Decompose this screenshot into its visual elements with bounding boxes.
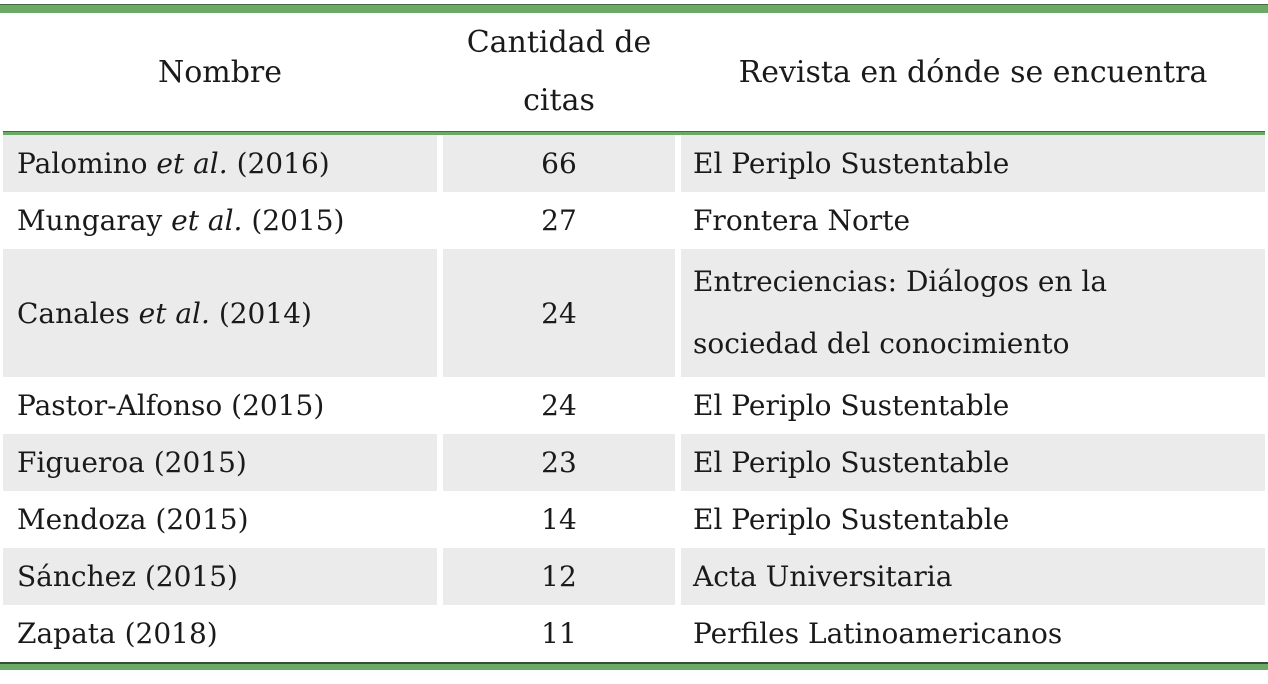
citas-count: 12 bbox=[541, 560, 577, 593]
row-revista-cell: Entreciencias: Diálogos en la sociedad de… bbox=[681, 249, 1265, 377]
revista-line: El Periplo Sustentable bbox=[693, 389, 1010, 422]
row-revista-cell: El Periplo Sustentable bbox=[681, 491, 1265, 548]
column-header-revista-label: Revista en dónde se encuentra bbox=[738, 54, 1208, 90]
row-name-cell: Sánchez (2015) bbox=[3, 548, 437, 605]
citation-year: (2015) bbox=[242, 204, 345, 237]
author-citation: Mungaray et al. (2015) bbox=[17, 204, 344, 237]
row-revista-cell: El Periplo Sustentable bbox=[681, 377, 1265, 434]
row-name-cell: Mendoza (2015) bbox=[3, 491, 437, 548]
citas-count: 24 bbox=[541, 389, 577, 422]
row-name-cell: Palomino et al. (2016) bbox=[3, 135, 437, 192]
row-revista-cell: El Periplo Sustentable bbox=[681, 434, 1265, 491]
author-citation: Pastor-Alfonso (2015) bbox=[17, 389, 324, 422]
row-citas-cell: 14 bbox=[443, 491, 675, 548]
author-name: Pastor-Alfonso (2015) bbox=[17, 389, 325, 422]
revista-line: El Periplo Sustentable bbox=[693, 147, 1010, 180]
row-citas-cell: 12 bbox=[443, 548, 675, 605]
row-revista-cell: Frontera Norte bbox=[681, 192, 1265, 249]
row-name-cell: Canales et al. (2014) bbox=[3, 249, 437, 377]
author-citation: Sánchez (2015) bbox=[17, 560, 238, 593]
author-name: Palomino bbox=[17, 147, 157, 180]
author-citation: Zapata (2018) bbox=[17, 617, 218, 650]
row-citas-cell: 24 bbox=[443, 249, 675, 377]
revista-line: Entreciencias: Diálogos en la bbox=[693, 265, 1108, 298]
row-revista-cell: Perfiles Latinoamericanos bbox=[681, 605, 1265, 662]
author-citation: Mendoza (2015) bbox=[17, 503, 249, 536]
author-name: Canales bbox=[17, 296, 139, 330]
row-revista-cell: Acta Universitaria bbox=[681, 548, 1265, 605]
revista-line: sociedad del conocimiento bbox=[693, 327, 1070, 360]
author-name: Zapata (2018) bbox=[17, 617, 218, 650]
author-name: Mendoza (2015) bbox=[17, 503, 249, 536]
revista-line: El Periplo Sustentable bbox=[693, 446, 1010, 479]
revista-line: Acta Universitaria bbox=[693, 560, 953, 593]
author-citation: Figueroa (2015) bbox=[17, 446, 247, 479]
citas-count: 27 bbox=[541, 204, 577, 237]
row-citas-cell: 27 bbox=[443, 192, 675, 249]
author-name: Mungaray bbox=[17, 204, 172, 237]
author-name: Figueroa (2015) bbox=[17, 446, 247, 479]
table-grid: Nombre Cantidad de citas Revista en dónd… bbox=[0, 13, 1268, 662]
citas-count: 24 bbox=[541, 296, 577, 330]
row-citas-cell: 11 bbox=[443, 605, 675, 662]
row-citas-cell: 24 bbox=[443, 377, 675, 434]
revista-line: Perfiles Latinoamericanos bbox=[693, 617, 1063, 650]
citas-count: 14 bbox=[541, 503, 577, 536]
row-name-cell: Mungaray et al. (2015) bbox=[3, 192, 437, 249]
row-revista-cell: El Periplo Sustentable bbox=[681, 135, 1265, 192]
column-header-citas: Cantidad de citas bbox=[443, 13, 675, 131]
author-citation: Palomino et al. (2016) bbox=[17, 147, 330, 180]
citations-table: Nombre Cantidad de citas Revista en dónd… bbox=[0, 4, 1268, 670]
row-citas-cell: 23 bbox=[443, 434, 675, 491]
author-name: Sánchez (2015) bbox=[17, 560, 238, 593]
column-header-nombre: Nombre bbox=[3, 13, 437, 131]
revista-line: El Periplo Sustentable bbox=[693, 503, 1010, 536]
column-header-nombre-label: Nombre bbox=[157, 54, 283, 90]
row-citas-cell: 66 bbox=[443, 135, 675, 192]
author-citation: Canales et al. (2014) bbox=[17, 297, 312, 330]
row-name-cell: Zapata (2018) bbox=[3, 605, 437, 662]
header-separator-rule bbox=[3, 131, 1265, 135]
citas-count: 66 bbox=[541, 147, 577, 180]
column-header-citas-line2: citas bbox=[523, 83, 595, 118]
column-header-citas-line1: Cantidad de bbox=[466, 25, 652, 60]
table-bottom-rule bbox=[0, 662, 1268, 670]
citation-year: (2016) bbox=[227, 147, 330, 180]
row-name-cell: Pastor-Alfonso (2015) bbox=[3, 377, 437, 434]
citas-count: 23 bbox=[541, 446, 577, 479]
et-al-italic: et al. bbox=[171, 204, 243, 237]
revista-line: Frontera Norte bbox=[693, 204, 911, 237]
citation-year: (2014) bbox=[209, 296, 312, 330]
citas-count: 11 bbox=[541, 617, 577, 650]
row-name-cell: Figueroa (2015) bbox=[3, 434, 437, 491]
table-top-rule bbox=[0, 4, 1268, 13]
et-al-italic: et al. bbox=[156, 147, 228, 180]
column-header-revista: Revista en dónde se encuentra bbox=[681, 13, 1265, 131]
et-al-italic: et al. bbox=[138, 296, 210, 330]
